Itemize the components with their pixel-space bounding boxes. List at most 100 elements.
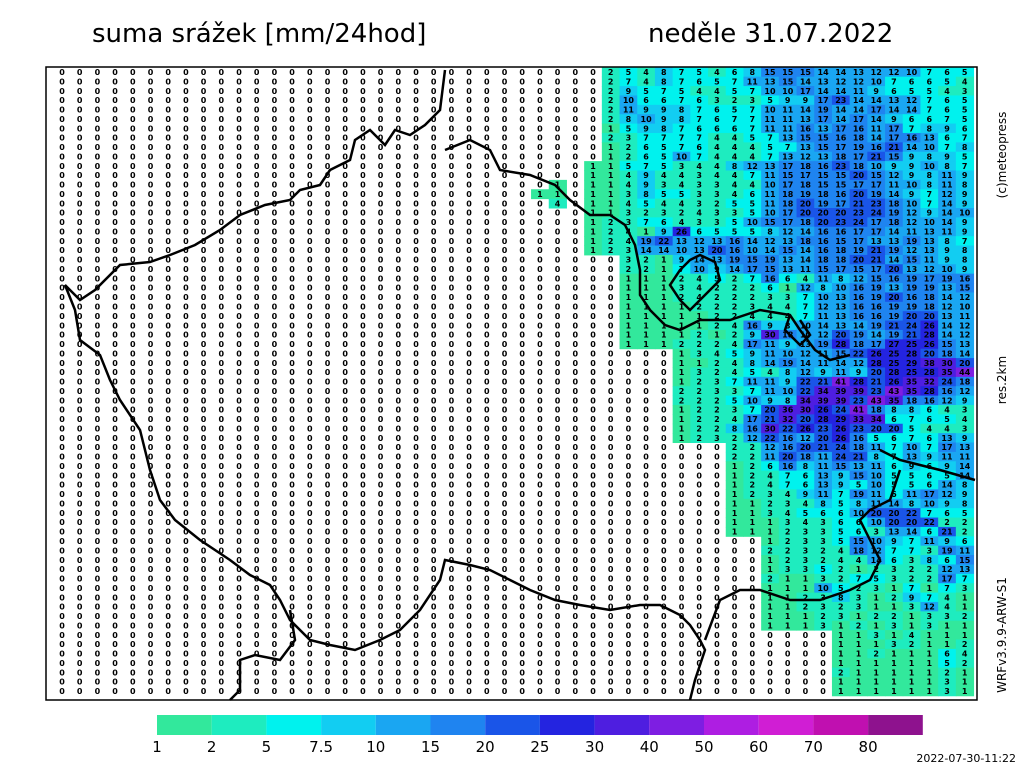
precip-value: 0 [413, 528, 419, 537]
precip-value: 0 [537, 237, 543, 246]
precip-value: 0 [643, 537, 649, 546]
precip-value: 0 [165, 603, 171, 612]
precip-value: 17 [853, 237, 864, 246]
precip-value: 0 [201, 443, 207, 452]
precip-value: 0 [201, 293, 207, 302]
precip-value: 0 [519, 668, 525, 677]
precip-cell [690, 339, 709, 350]
precip-cell [938, 583, 957, 594]
precip-value: 0 [502, 274, 508, 283]
precip-value: 0 [272, 603, 278, 612]
precip-value: 0 [378, 387, 384, 396]
precip-value: 0 [643, 659, 649, 668]
precip-value: 0 [201, 134, 207, 143]
precip-value: 1 [661, 303, 667, 312]
precip-value: 12 [941, 190, 952, 199]
precip-value: 3 [820, 621, 826, 630]
precip-value: 0 [590, 631, 596, 640]
precip-cell [743, 348, 762, 359]
precip-value: 0 [272, 227, 278, 236]
precip-value: 0 [112, 668, 118, 677]
precip-value: 1 [856, 668, 862, 677]
precip-value: 0 [77, 68, 83, 77]
precip-value: 0 [325, 265, 331, 274]
precip-cell [761, 142, 780, 153]
precip-value: 0 [289, 518, 295, 527]
precip-value: 0 [413, 293, 419, 302]
precip-value: 0 [767, 631, 773, 640]
precip-value: 0 [236, 565, 242, 574]
precip-value: 1 [909, 678, 915, 687]
precip-value: 12 [959, 293, 970, 302]
precip-cell [725, 423, 744, 434]
precip-value: 0 [643, 603, 649, 612]
precip-cell [849, 480, 868, 490]
precip-value: 25 [906, 368, 918, 377]
precip-value: 0 [148, 490, 154, 499]
precip-value: 0 [502, 265, 508, 274]
precip-value: 0 [130, 331, 136, 340]
precip-value: 11 [941, 453, 953, 462]
precip-value: 0 [626, 518, 632, 527]
precip-cell [849, 358, 868, 368]
precip-value: 0 [431, 387, 437, 396]
precip-cell [867, 254, 886, 265]
precip-value: 11 [818, 453, 830, 462]
precip-value: 0 [254, 359, 260, 368]
precip-cell [849, 348, 868, 359]
precip-value: 0 [130, 546, 136, 555]
precip-value: 0 [236, 368, 242, 377]
precip-value: 14 [800, 256, 812, 265]
precip-value: 0 [342, 171, 348, 180]
precip-value: 0 [165, 87, 171, 96]
precip-value: 20 [800, 199, 812, 208]
precip-value: 0 [219, 96, 225, 105]
precip-value: 0 [519, 378, 525, 387]
precip-value: 0 [165, 349, 171, 358]
precip-value: 0 [165, 143, 171, 152]
precip-value: 0 [555, 303, 561, 312]
precip-value: 1 [927, 640, 933, 649]
precip-cell [814, 86, 833, 96]
precip-value: 5 [626, 68, 632, 77]
precip-value: 0 [573, 631, 579, 640]
precip-value: 0 [484, 293, 490, 302]
precip-value: 3 [873, 584, 879, 593]
precip-value: 2 [696, 424, 702, 433]
precip-value: 5 [732, 218, 738, 227]
precip-value: 0 [360, 256, 366, 265]
precip-cell [725, 311, 744, 322]
precip-value: 0 [183, 331, 189, 340]
precip-cell [920, 423, 939, 434]
precip-value: 0 [77, 87, 83, 96]
precip-value: 0 [95, 274, 101, 283]
precip-value: 0 [342, 274, 348, 283]
precip-value: 1 [927, 650, 933, 659]
precip-value: 0 [254, 340, 260, 349]
precip-value: 0 [254, 481, 260, 490]
precip-value: 7 [785, 143, 791, 152]
precip-value: 0 [608, 640, 614, 649]
precip-value: 13 [818, 77, 829, 86]
precip-cell [761, 301, 780, 312]
precip-value: 0 [289, 603, 295, 612]
precip-value: 0 [165, 340, 171, 349]
precip-value: 0 [661, 650, 667, 659]
precip-cell [831, 423, 851, 434]
precip-value: 0 [413, 387, 419, 396]
precip-value: 0 [661, 368, 667, 377]
precip-value: 0 [342, 199, 348, 208]
precip-value: 0 [325, 584, 331, 593]
precip-cell [778, 461, 798, 472]
precip-value: 3 [696, 368, 702, 377]
precip-value: 5 [626, 124, 632, 133]
precip-value: 0 [289, 424, 295, 433]
precip-value: 0 [95, 331, 101, 340]
precip-value: 34 [871, 415, 883, 424]
precip-cell [849, 329, 868, 340]
precip-value: 0 [626, 678, 632, 687]
precip-value: 7 [944, 143, 950, 152]
precip-value: 0 [360, 471, 366, 480]
precip-value: 0 [502, 687, 508, 696]
